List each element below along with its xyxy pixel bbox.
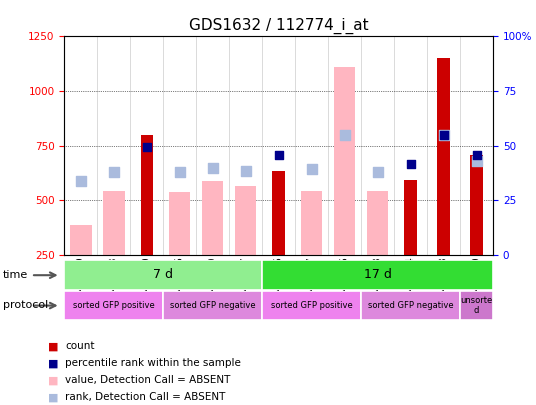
Text: sorted GFP positive: sorted GFP positive	[271, 301, 353, 310]
Point	[440, 132, 448, 138]
Bar	[334, 67, 355, 255]
Text: 17 d: 17 d	[364, 269, 392, 281]
Point	[274, 151, 283, 158]
Text: sorted GFP negative: sorted GFP negative	[368, 301, 453, 310]
Point	[209, 164, 217, 171]
Bar	[361, 291, 460, 320]
Text: count: count	[65, 341, 95, 351]
Bar	[235, 186, 256, 255]
Text: 7 d: 7 d	[153, 269, 173, 281]
Point	[77, 177, 85, 184]
Bar	[202, 181, 224, 255]
Point	[308, 166, 316, 172]
Bar	[140, 135, 153, 255]
Text: protocol: protocol	[3, 300, 48, 309]
Point	[406, 161, 415, 168]
Bar	[437, 58, 450, 255]
Bar	[169, 192, 190, 255]
Point	[374, 169, 382, 175]
Point	[143, 144, 151, 150]
Bar	[262, 291, 361, 320]
Bar	[163, 291, 262, 320]
Point	[472, 158, 481, 164]
Point	[109, 169, 118, 175]
Text: ■: ■	[48, 341, 59, 351]
Bar	[103, 191, 124, 255]
Text: sorted GFP negative: sorted GFP negative	[170, 301, 256, 310]
Text: sorted GFP positive: sorted GFP positive	[73, 301, 155, 310]
Bar	[64, 291, 163, 320]
Point	[440, 132, 448, 138]
Bar	[404, 180, 417, 255]
Point	[241, 168, 250, 174]
Text: ■: ■	[48, 358, 59, 368]
Text: percentile rank within the sample: percentile rank within the sample	[65, 358, 241, 368]
Point	[472, 151, 481, 158]
Bar	[367, 191, 389, 255]
Point	[340, 132, 349, 138]
Text: time: time	[3, 270, 28, 279]
Title: GDS1632 / 112774_i_at: GDS1632 / 112774_i_at	[189, 17, 369, 34]
Bar	[262, 260, 493, 290]
Bar	[460, 291, 493, 320]
Bar	[471, 155, 483, 255]
Point	[175, 169, 184, 175]
Bar	[272, 171, 285, 255]
Text: ■: ■	[48, 392, 59, 402]
Text: rank, Detection Call = ABSENT: rank, Detection Call = ABSENT	[65, 392, 226, 402]
Bar	[70, 224, 92, 255]
Text: unsorte
d: unsorte d	[460, 296, 493, 315]
Bar	[64, 260, 262, 290]
Text: ■: ■	[48, 375, 59, 385]
Bar	[301, 191, 323, 255]
Text: value, Detection Call = ABSENT: value, Detection Call = ABSENT	[65, 375, 231, 385]
